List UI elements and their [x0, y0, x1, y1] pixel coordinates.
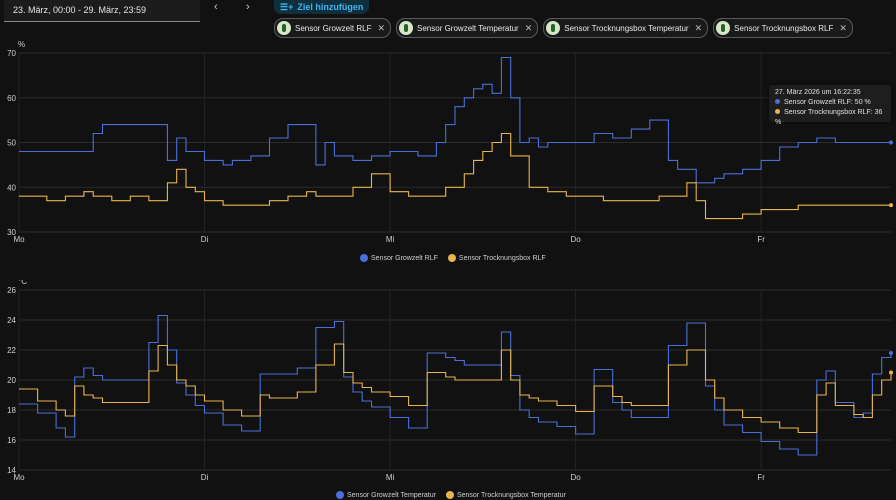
x-tick-label: Mi [386, 235, 395, 244]
series-line-1 [19, 343, 892, 434]
chip-label: Sensor Growzelt RLF [295, 23, 372, 33]
legend-swatch [360, 254, 368, 262]
series-dot [775, 99, 780, 104]
chip-sensor-growzelt-rlf[interactable]: Sensor Growzelt RLF ✕ [274, 18, 392, 38]
chip-label: Sensor Growzelt Temperatur [417, 23, 519, 33]
humidity-legend: Sensor Growzelt RLF Sensor Trocknungsbox… [360, 254, 546, 262]
close-icon[interactable]: ✕ [524, 22, 533, 33]
legend-swatch [336, 491, 344, 499]
tooltip-line-text: Sensor Trocknungsbox RLF: 36 % [775, 109, 883, 126]
legend-label: Sensor Growzelt RLF [371, 254, 438, 262]
legend-item-growzelt-temperatur[interactable]: Sensor Growzelt Temperatur [336, 491, 436, 499]
list-plus-icon: ☰+ [280, 2, 294, 12]
chip-label: Sensor Trocknungsbox Temperatur [564, 23, 689, 33]
y-unit-label: % [18, 40, 25, 49]
y-unit-label: °C [18, 280, 27, 286]
chip-sensor-trocknungsbox-rlf[interactable]: Sensor Trocknungsbox RLF ✕ [713, 18, 853, 38]
y-tick-label: 26 [7, 286, 16, 295]
x-tick-label: Mi [386, 473, 395, 480]
series-end-point-1 [889, 203, 893, 208]
close-icon[interactable]: ✕ [839, 22, 847, 33]
legend-label: Sensor Trocknungsbox Temperatur [456, 491, 566, 499]
chip-sensor-growzelt-temperatur[interactable]: Sensor Growzelt Temperatur ✕ [396, 18, 539, 38]
legend-label: Sensor Trocknungsbox RLF [458, 254, 546, 262]
x-tick-label: Fr [757, 473, 765, 480]
chart-tooltip: 27. März 2026 um 16:22:35 Sensor Growzel… [769, 85, 891, 126]
series-dot [775, 109, 780, 114]
next-range-button[interactable]: › [246, 1, 250, 13]
x-tick-label: Do [570, 235, 581, 244]
close-icon[interactable]: ✕ [377, 22, 386, 33]
legend-swatch [447, 254, 456, 262]
legend-item-trocknungsbox-temperatur[interactable]: Sensor Trocknungsbox Temperatur [445, 491, 566, 499]
sensor-icon [716, 21, 731, 35]
legend-item-growzelt-rlf[interactable]: Sensor Growzelt RLF [360, 254, 438, 262]
x-tick-label: Di [201, 235, 209, 244]
y-tick-label: 50 [7, 139, 16, 148]
close-icon[interactable]: ✕ [694, 22, 703, 33]
previous-range-button[interactable]: ‹ [214, 1, 218, 13]
chip-sensor-trocknungsbox-temperatur[interactable]: Sensor Trocknungsbox Temperatur ✕ [543, 18, 709, 38]
temperature-legend: Sensor Growzelt Temperatur Sensor Trockn… [336, 491, 566, 499]
humidity-chart[interactable]: % 30 40 50 60 70 Mo Di Mi Do Fr [0, 40, 896, 280]
y-tick-label: 16 [7, 436, 16, 445]
y-tick-label: 60 [7, 94, 16, 103]
y-tick-label: 30 [7, 228, 16, 237]
sensor-icon [546, 21, 561, 35]
y-tick-label: 20 [7, 376, 16, 385]
x-tick-label: Di [201, 473, 209, 480]
x-tick-label: Mo [13, 473, 25, 480]
tooltip-title: 27. März 2026 um 16:22:35 [775, 89, 861, 96]
temperature-chart[interactable]: °C 14 16 18 20 22 24 26 Mo Di Mi Do Fr [0, 280, 896, 480]
y-tick-label: 40 [7, 183, 16, 192]
target-chips: Sensor Growzelt RLF ✕ Sensor Growzelt Te… [274, 18, 853, 38]
x-tick-label: Fr [757, 235, 765, 244]
date-range-text: 23. März, 00:00 - 29. März, 23:59 [13, 5, 147, 15]
y-tick-label: 24 [7, 316, 16, 325]
x-tick-label: Mo [13, 235, 25, 244]
series-line-0 [19, 56, 891, 184]
tooltip-line-text: Sensor Growzelt RLF: 50 % [784, 99, 871, 106]
y-tick-label: 18 [7, 406, 16, 415]
legend-swatch [445, 491, 454, 499]
legend-item-trocknungsbox-rlf[interactable]: Sensor Trocknungsbox RLF [447, 254, 546, 262]
y-tick-label: 70 [7, 49, 16, 58]
y-tick-label: 14 [7, 466, 16, 475]
sensor-icon [399, 21, 414, 35]
x-tick-label: Do [570, 473, 581, 480]
series-end-point-0 [889, 140, 893, 145]
chevron-left-icon: ‹ [214, 1, 218, 13]
add-target-button[interactable]: ☰+ Ziel hinzufügen [274, 0, 370, 14]
sensor-icon [277, 21, 291, 35]
chevron-right-icon: › [246, 1, 250, 13]
series-end-point-1 [889, 370, 893, 375]
legend-label: Sensor Growzelt Temperatur [347, 491, 436, 499]
date-range-picker[interactable]: 23. März, 00:00 - 29. März, 23:59 [4, 0, 200, 22]
add-target-label: Ziel hinzufügen [297, 2, 364, 12]
series-line-1 [19, 132, 891, 220]
tooltip-line-growzelt: Sensor Growzelt RLF: 50 % [775, 98, 885, 108]
tooltip-line-trocknungsbox: Sensor Trocknungsbox RLF: 36 % [775, 108, 885, 128]
y-tick-label: 22 [7, 346, 16, 355]
series-end-point-0 [889, 351, 893, 355]
chip-label: Sensor Trocknungsbox RLF [734, 23, 834, 33]
series-line-0 [19, 314, 892, 456]
